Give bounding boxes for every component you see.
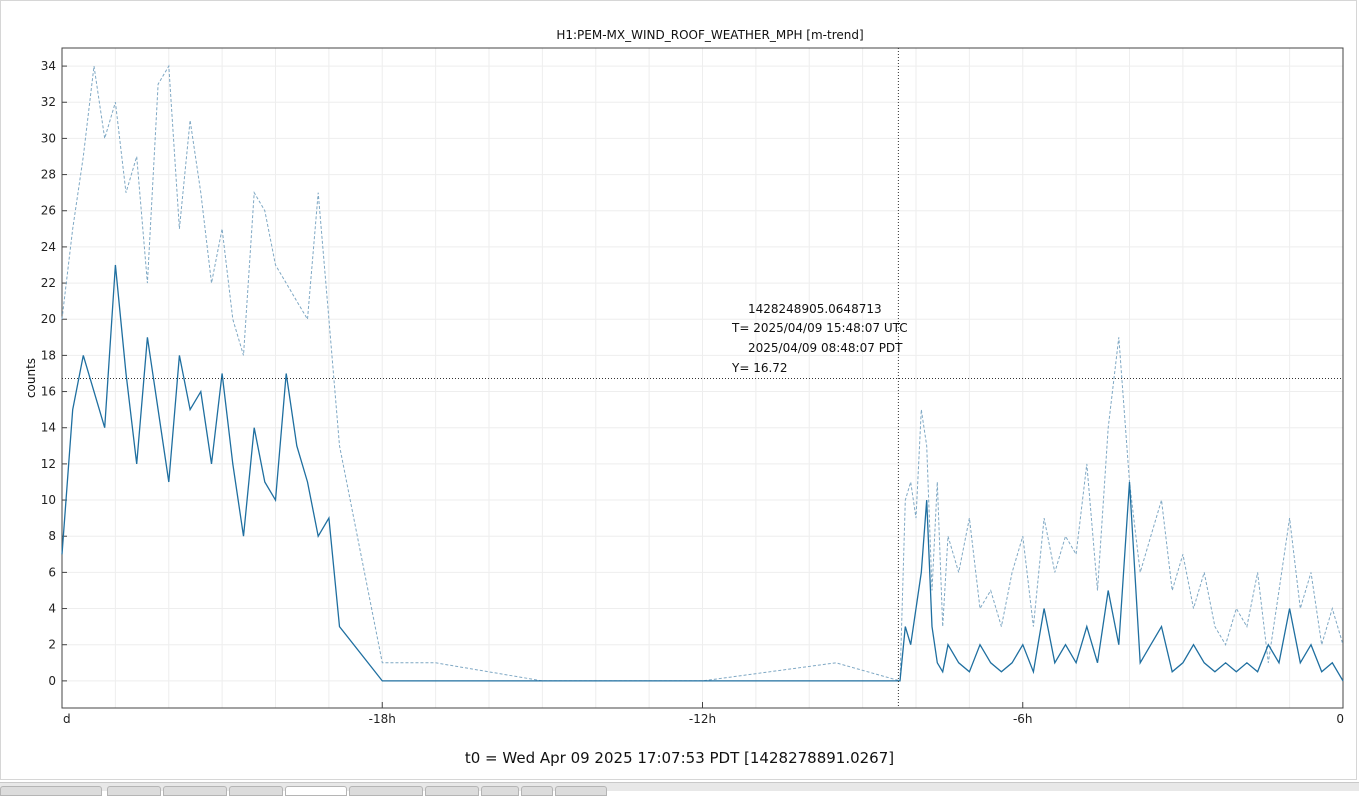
x-tick-label: d bbox=[63, 712, 71, 726]
tab-8[interactable] bbox=[481, 786, 519, 796]
plot-frame bbox=[0, 0, 1357, 780]
cursor-readout-line: 1428248905.0648713 bbox=[748, 302, 882, 316]
y-tick-label: 0 bbox=[48, 674, 56, 688]
tab-5[interactable] bbox=[285, 786, 347, 796]
x-tick-label: -12h bbox=[689, 712, 716, 726]
y-tick-label: 28 bbox=[41, 168, 56, 182]
y-axis-label: counts bbox=[24, 358, 38, 398]
cursor-readout-line: 2025/04/09 08:48:07 PDT bbox=[748, 341, 903, 355]
chart[interactable]: H1:PEM-MX_WIND_ROOF_WEATHER_MPH [m-trend… bbox=[0, 0, 1359, 745]
y-tick-label: 6 bbox=[48, 565, 56, 579]
series-group bbox=[61, 64, 1344, 682]
y-tick-label: 8 bbox=[48, 529, 56, 543]
y-tick-label: 10 bbox=[41, 493, 56, 507]
tab-9[interactable] bbox=[521, 786, 553, 796]
y-tick-label: 20 bbox=[41, 312, 56, 326]
y-tick-label: 18 bbox=[41, 348, 56, 362]
t0-label: t0 = Wed Apr 09 2025 17:07:53 PDT [14282… bbox=[464, 749, 895, 767]
x-tick-label: -6h bbox=[1013, 712, 1033, 726]
crosshair-cursor: 1428248905.0648713 T= 2025/04/09 15:48:07… bbox=[62, 48, 1343, 708]
y-tick-label: 12 bbox=[41, 457, 56, 471]
cursor-readout-line: T= 2025/04/09 15:48:07 UTC bbox=[731, 321, 908, 335]
y-tick-label: 32 bbox=[41, 95, 56, 109]
y-tick-label: 4 bbox=[48, 602, 56, 616]
tab-2[interactable] bbox=[107, 786, 161, 796]
y-tick-label: 2 bbox=[48, 638, 56, 652]
y-tick-label: 30 bbox=[41, 131, 56, 145]
x-tick-label: 0 bbox=[1336, 712, 1344, 726]
tab-6[interactable] bbox=[349, 786, 423, 796]
tab-10[interactable] bbox=[555, 786, 607, 796]
y-tick-label: 22 bbox=[41, 276, 56, 290]
y-tick-label: 26 bbox=[41, 204, 56, 218]
tab-1[interactable] bbox=[0, 786, 102, 796]
cursor-readout-line: Y= 16.72 bbox=[731, 361, 788, 375]
y-tick-label: 16 bbox=[41, 385, 56, 399]
series-line-dashed bbox=[61, 64, 1344, 682]
y-tick-label: 24 bbox=[41, 240, 56, 254]
series-line-solid bbox=[61, 264, 1344, 682]
grid bbox=[61, 48, 1344, 708]
tab-3[interactable] bbox=[163, 786, 227, 796]
tab-7[interactable] bbox=[425, 786, 479, 796]
chart-title: H1:PEM-MX_WIND_ROOF_WEATHER_MPH [m-trend… bbox=[556, 28, 863, 42]
y-tick-label: 34 bbox=[41, 59, 56, 73]
y-tick-label: 14 bbox=[41, 421, 56, 435]
x-tick-label: -18h bbox=[369, 712, 396, 726]
tab-4[interactable] bbox=[229, 786, 283, 796]
